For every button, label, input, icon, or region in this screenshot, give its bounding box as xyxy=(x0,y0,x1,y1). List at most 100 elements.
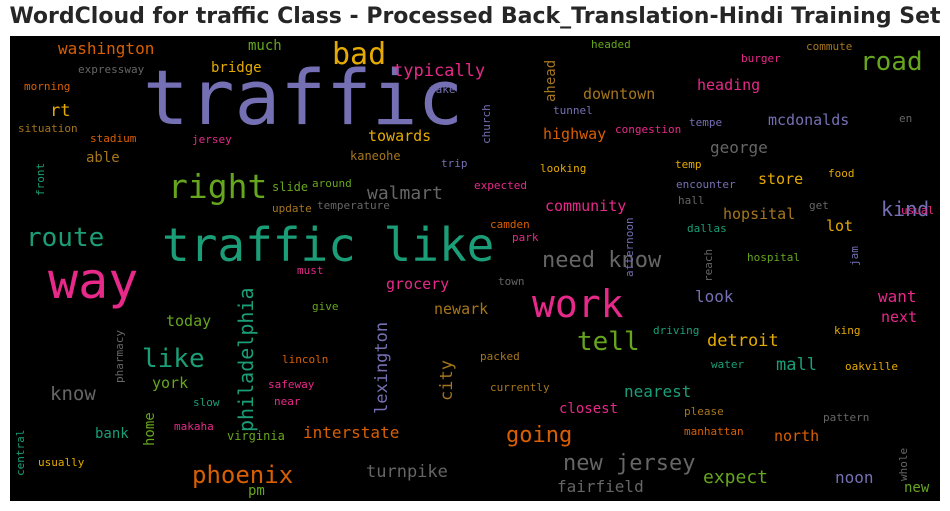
word-manhattan: manhattan xyxy=(684,425,744,438)
word-look: look xyxy=(695,287,734,306)
word-pattern: pattern xyxy=(823,411,869,424)
word-town: town xyxy=(498,275,525,288)
word-community: community xyxy=(545,197,626,215)
word-phoenix: phoenix xyxy=(192,461,293,489)
word-heading: heading xyxy=(697,76,760,94)
word-hopsital: hopsital xyxy=(723,205,795,223)
word-hospital: hospital xyxy=(747,251,800,264)
word-way: way xyxy=(48,252,138,310)
word-usually: usually xyxy=(38,456,85,469)
word-near: near xyxy=(274,395,301,408)
word-pm: pm xyxy=(248,483,265,499)
word-newark: newark xyxy=(434,300,488,318)
word-much: much xyxy=(248,38,282,54)
word-mall: mall xyxy=(776,355,817,375)
word-headed: headed xyxy=(591,38,631,51)
word-central: central xyxy=(14,430,27,476)
word-safeway: safeway xyxy=(268,378,315,391)
word-going: going xyxy=(506,423,572,448)
word-george: george xyxy=(710,138,768,157)
word-oakville: oakville xyxy=(845,360,898,373)
word-driving: driving xyxy=(653,324,699,337)
word-bad: bad xyxy=(332,37,386,72)
word-whole: whole xyxy=(897,448,910,481)
word-tunnel: tunnel xyxy=(553,104,593,117)
word-tell: tell xyxy=(577,327,640,357)
word-reach: reach xyxy=(702,249,715,282)
word-virginia: virginia xyxy=(227,429,285,443)
word-bank: bank xyxy=(95,426,129,442)
word-work: work xyxy=(532,282,624,326)
word-stadium: stadium xyxy=(90,132,137,145)
word-trip: trip xyxy=(441,157,468,170)
word-currently: currently xyxy=(490,381,550,394)
word-hall: hall xyxy=(678,194,705,207)
word-fairfield: fairfield xyxy=(557,477,644,496)
word-rt: rt xyxy=(50,101,70,121)
word-road: road xyxy=(860,47,923,77)
word-slow: slow xyxy=(193,396,220,409)
word-looking: looking xyxy=(540,162,586,175)
word-camden: camden xyxy=(490,218,530,231)
word-temperature: temperature xyxy=(317,199,390,212)
word-able: able xyxy=(86,150,120,166)
word-expected: expected xyxy=(474,179,527,192)
word-kind: kind xyxy=(881,197,929,221)
word-around: around xyxy=(312,177,352,190)
word-dallas: dallas xyxy=(687,222,727,235)
word-home: home xyxy=(142,412,158,446)
word-know: know xyxy=(50,383,96,405)
word-usual: usual xyxy=(901,204,934,217)
word-take: take xyxy=(429,83,456,96)
word-new: new xyxy=(904,480,930,496)
word-congestion: congestion xyxy=(615,123,681,136)
word-highway: highway xyxy=(543,125,606,143)
word-water: water xyxy=(711,358,744,371)
wordcloud-canvas: traffic traffic like way work bad right route r… xyxy=(10,36,940,501)
word-detroit: detroit xyxy=(707,331,779,351)
word-commute: commute xyxy=(806,40,852,53)
word-next: next xyxy=(881,308,917,326)
word-traffic-like: traffic like xyxy=(162,218,494,272)
word-city: city xyxy=(437,360,457,401)
word-mcdonalds: mcdonalds xyxy=(768,111,849,129)
word-washington: washington xyxy=(58,39,154,58)
word-store: store xyxy=(758,170,803,188)
word-encounter: encounter xyxy=(676,178,736,191)
word-temp: temp xyxy=(675,158,702,171)
word-afternoon: afternoon xyxy=(623,217,636,277)
word-route: route xyxy=(26,223,104,253)
word-church: church xyxy=(480,104,493,144)
word-downtown: downtown xyxy=(583,85,655,103)
word-traffic: traffic xyxy=(143,53,463,142)
word-noon: noon xyxy=(835,468,874,487)
word-nearest: nearest xyxy=(624,382,691,401)
word-front: front xyxy=(34,163,47,196)
word-situation: situation xyxy=(18,122,78,135)
word-kaneohe: kaneohe xyxy=(350,149,401,163)
word-new-jersey: new jersey xyxy=(563,451,695,476)
word-give: give xyxy=(312,300,339,313)
word-park: park xyxy=(512,231,539,244)
word-typically: typically xyxy=(393,61,485,81)
word-lincoln: lincoln xyxy=(282,353,328,366)
word-please: please xyxy=(684,405,724,418)
word-food: food xyxy=(828,167,855,180)
word-want: want xyxy=(878,287,917,306)
word-get: get xyxy=(809,199,829,212)
word-grocery: grocery xyxy=(386,275,449,293)
word-towards: towards xyxy=(368,127,431,145)
wordcloud-svg: traffic traffic like way work bad right route r… xyxy=(14,37,934,499)
word-york: york xyxy=(152,374,188,392)
word-like: like xyxy=(142,344,205,374)
word-lexington: lexington xyxy=(372,322,392,414)
word-jam: jam xyxy=(848,246,861,266)
word-must: must xyxy=(297,264,324,277)
word-en: en xyxy=(899,112,912,125)
word-north: north xyxy=(774,427,819,445)
word-bridge: bridge xyxy=(211,60,262,76)
word-pharmacy: pharmacy xyxy=(113,330,126,383)
word-jersey: jersey xyxy=(192,133,232,146)
word-morning: morning xyxy=(24,80,70,93)
word-philadelphia: philadelphia xyxy=(234,288,258,433)
